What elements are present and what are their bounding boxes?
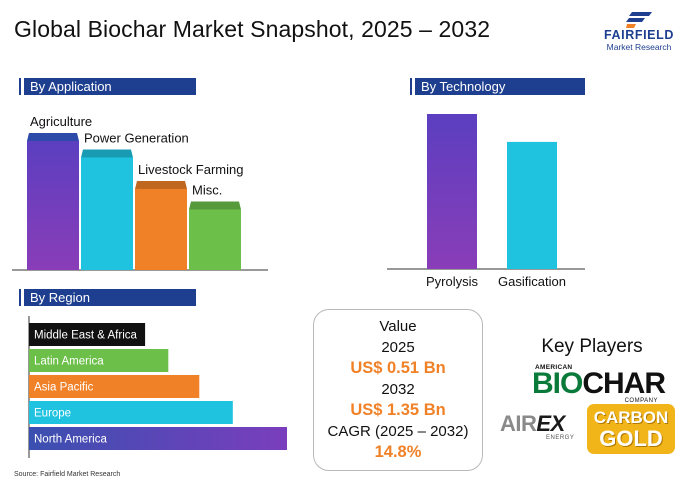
- region-bar-middle-east-africa: [29, 323, 146, 346]
- application-bar-agriculture: [27, 141, 79, 270]
- technology-chart: Pyrolysis Gasification: [387, 114, 585, 289]
- region-bar-asia-pacific: [29, 375, 200, 398]
- biochar-sub-text: COMPANY: [624, 398, 658, 404]
- carbon-gold-line1: CARBON: [593, 408, 669, 427]
- application-bar-power-generation: [81, 157, 133, 270]
- carbon-gold-logo: CARBON GOLD: [587, 404, 675, 454]
- application-bar-livestock-farming: [135, 188, 187, 270]
- fairfield-brand: FAIRFIELD: [604, 28, 674, 42]
- fairfield-mark-icon: [626, 12, 652, 28]
- application-bar-label-livestock-farming: Livestock Farming: [138, 162, 243, 177]
- market-value-box: Value 2025 US$ 0.51 Bn 2032 US$ 1.35 Bn …: [313, 309, 483, 471]
- carbon-gold-line2: GOLD: [599, 426, 663, 451]
- application-bar-misc: [189, 209, 241, 270]
- region-label-north-america: North America: [34, 434, 107, 446]
- value-2032: US$ 1.35 Bn: [350, 401, 446, 419]
- value-label: Value: [379, 318, 417, 335]
- technology-label-gasification: Gasification: [498, 274, 566, 289]
- year-2025: 2025: [381, 339, 415, 356]
- cagr-value: 14.8%: [374, 443, 422, 461]
- section-header-application: By Application: [19, 78, 196, 95]
- application-bar-label-power-generation: Power Generation: [84, 130, 189, 145]
- application-bar-label-agriculture: Agriculture: [30, 114, 92, 129]
- region-label-asia-pacific: Asia Pacific: [34, 382, 94, 394]
- airex-wordmark: AIREX: [500, 411, 565, 436]
- application-bar-cap-agriculture: [27, 133, 79, 141]
- biochar-wordmark: BIOCHAR: [532, 367, 666, 400]
- american-biochar-logo: AMERICAN BIOCHAR COMPANY: [532, 364, 666, 406]
- airex-logo: AIREX ENERGY: [500, 412, 580, 442]
- year-2032: 2032: [381, 381, 415, 398]
- application-bar-cap-power-generation: [81, 149, 133, 158]
- technology-bar-gasification: [507, 141, 557, 269]
- biochar-top-text: AMERICAN: [535, 364, 573, 371]
- section-header-region: By Region: [19, 289, 196, 306]
- application-bar-cap-misc: [189, 201, 241, 210]
- application-bar-label-misc: Misc.: [192, 183, 222, 198]
- key-players-title: Key Players: [541, 336, 643, 357]
- cagr-label: CAGR (2025 – 2032): [327, 423, 469, 440]
- value-2025: US$ 0.51 Bn: [350, 359, 446, 377]
- page-title: Global Biochar Market Snapshot, 2025 – 2…: [14, 16, 491, 42]
- region-label-latin-america: Latin America: [34, 356, 104, 368]
- region-label-europe: Europe: [34, 408, 71, 420]
- region-bar-north-america: [29, 427, 287, 450]
- region-bar-europe: [29, 401, 233, 424]
- technology-label-pyrolysis: Pyrolysis: [426, 274, 479, 289]
- airex-sub-text: ENERGY: [546, 435, 575, 441]
- region-label-middle-east-africa: Middle East & Africa: [34, 330, 138, 342]
- fairfield-tagline: Market Research: [606, 42, 672, 52]
- technology-bar-pyrolysis: [427, 114, 477, 269]
- section-header-technology: By Technology: [410, 78, 585, 95]
- source-note: Source: Fairfield Market Research: [14, 471, 121, 478]
- fairfield-logo: FAIRFIELD Market Research: [593, 12, 685, 62]
- region-chart: Middle East & Africa Latin America Asia Pa…: [28, 316, 287, 458]
- application-bar-cap-livestock-farming: [135, 180, 187, 189]
- region-bar-latin-america: [29, 349, 169, 372]
